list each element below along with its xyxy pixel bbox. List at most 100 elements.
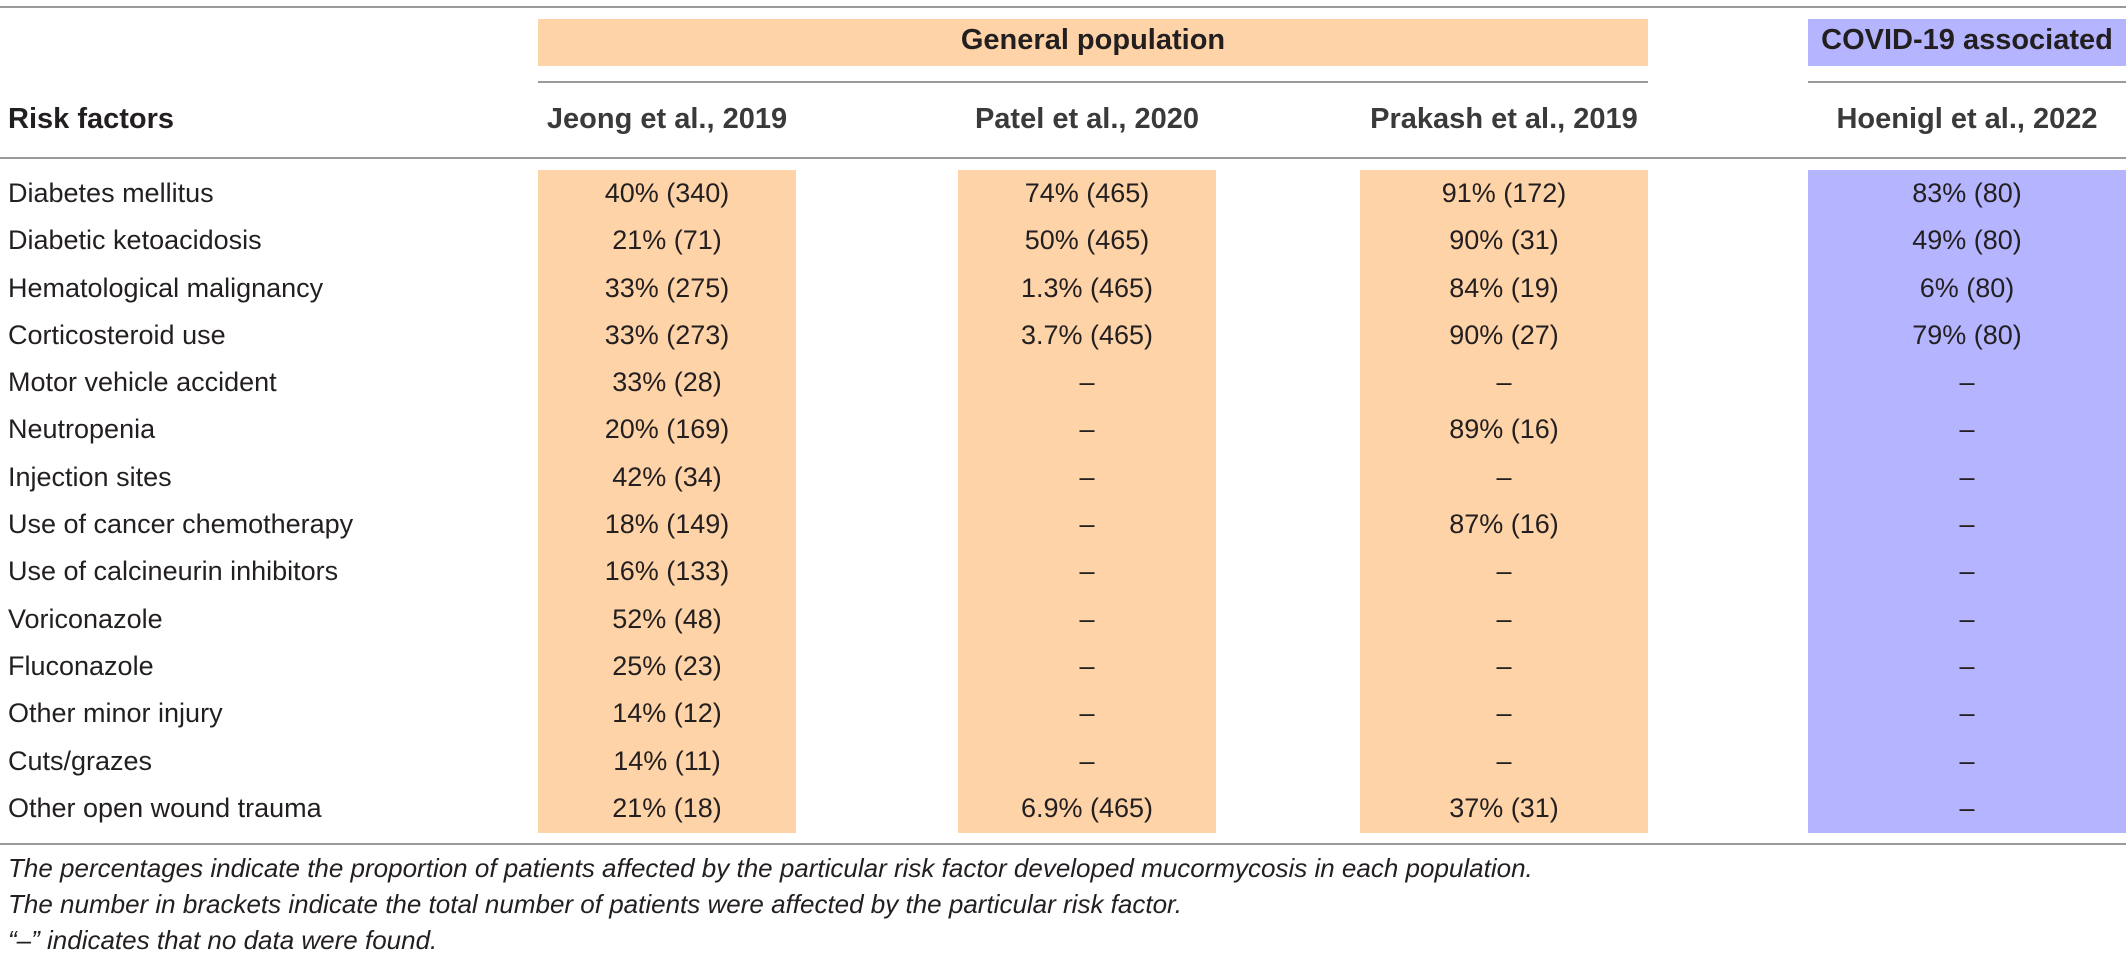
hoenigl-cell: – <box>1959 603 1975 634</box>
table-row: Voriconazole 52% (48) – – – <box>0 596 2126 643</box>
jeong-cell: 16% (133) <box>604 556 730 587</box>
hoenigl-cell: – <box>1959 367 1975 398</box>
general-group-shade <box>538 19 1648 66</box>
jeong-cell: 33% (28) <box>612 367 722 398</box>
table-row: Cuts/grazes 14% (11) – – – <box>0 738 2126 785</box>
risk-factor-cell: Hematological malignancy <box>8 272 324 303</box>
hoenigl-column-shade <box>1808 170 2126 833</box>
prakash-column-shade <box>1360 170 1648 833</box>
prakash-cell: – <box>1496 556 1512 587</box>
covid-group-rule <box>1808 81 2126 83</box>
hoenigl-cell: – <box>1959 698 1975 729</box>
general-population-heading: General population <box>960 24 1226 56</box>
prakash-cell: 87% (16) <box>1449 509 1559 540</box>
prakash-header: Prakash et al., 2019 <box>1370 103 1638 135</box>
patel-cell: 3.7% (465) <box>1020 319 1154 350</box>
risk-factor-cell: Corticosteroid use <box>8 319 226 350</box>
prakash-cell: – <box>1496 603 1512 634</box>
risk-factor-cell: Other open wound trauma <box>8 792 322 823</box>
risk-factor-cell: Other minor injury <box>8 698 223 729</box>
table-row: Diabetes mellitus 40% (340) 74% (465) 91… <box>0 170 2126 217</box>
hoenigl-cell: – <box>1959 414 1975 445</box>
hoenigl-cell: 83% (80) <box>1912 178 2022 208</box>
prakash-cell: 84% (19) <box>1449 272 1559 303</box>
hoenigl-cell: – <box>1959 792 1975 823</box>
hoenigl-cell: – <box>1959 461 1975 492</box>
patel-cell: – <box>1079 414 1095 445</box>
hoenigl-cell: 6% (80) <box>1919 272 2015 303</box>
table-row: Fluconazole 25% (23) – – – <box>0 643 2126 690</box>
top-rule <box>0 6 2126 8</box>
jeong-cell: 42% (34) <box>612 461 722 492</box>
table-body: Diabetes mellitus 40% (340) 74% (465) 91… <box>0 170 2126 832</box>
risk-factor-cell: Diabetic ketoacidosis <box>8 225 262 256</box>
covid-associated-heading: COVID-19 associated <box>1821 24 2113 56</box>
table-row: Other minor injury 14% (12) – – – <box>0 690 2126 737</box>
jeong-column-shade <box>538 170 796 833</box>
hoenigl-cell: – <box>1959 556 1975 587</box>
patel-cell: 6.9% (465) <box>1020 792 1154 823</box>
prakash-cell: – <box>1496 461 1512 492</box>
jeong-cell: 14% (12) <box>612 698 722 729</box>
jeong-cell: 21% (71) <box>612 225 722 256</box>
bottom-rule <box>0 843 2126 845</box>
table-row: Motor vehicle accident 33% (28) – – – <box>0 359 2126 406</box>
prakash-cell: – <box>1496 745 1512 776</box>
prakash-cell: 37% (31) <box>1449 792 1559 823</box>
jeong-cell: 33% (275) <box>604 272 730 303</box>
table-footnotes: The percentages indicate the proportion … <box>8 850 1533 958</box>
prakash-cell: 90% (31) <box>1449 225 1559 256</box>
footnote-percentages: The percentages indicate the proportion … <box>8 853 1533 883</box>
patel-header: Patel et al., 2020 <box>974 103 1200 135</box>
patel-cell: – <box>1079 603 1095 634</box>
risk-factor-cell: Cuts/grazes <box>8 745 153 776</box>
prakash-cell: – <box>1496 367 1512 398</box>
prakash-cell: 91% (172) <box>1441 178 1567 208</box>
prakash-cell: 89% (16) <box>1449 414 1559 445</box>
patel-cell: – <box>1079 698 1095 729</box>
risk-factor-cell: Diabetes mellitus <box>8 178 214 208</box>
risk-factor-cell: Injection sites <box>8 461 172 492</box>
jeong-cell: 14% (11) <box>613 745 721 776</box>
footnote-brackets: The number in brackets indicate the tota… <box>8 889 1182 919</box>
risk-factor-cell: Motor vehicle accident <box>8 367 277 398</box>
table-row: Use of calcineurin inhibitors 16% (133) … <box>0 548 2126 595</box>
footnote-no-data: “–” indicates that no data were found. <box>8 925 438 955</box>
jeong-cell: 21% (18) <box>612 792 722 823</box>
jeong-cell: 20% (169) <box>604 414 730 445</box>
table-row: Use of cancer chemotherapy 18% (149) – 8… <box>0 501 2126 548</box>
prakash-cell: – <box>1496 698 1512 729</box>
jeong-header: Jeong et al., 2019 <box>546 103 788 135</box>
prakash-cell: 90% (27) <box>1449 319 1559 350</box>
table-row: Injection sites 42% (34) – – – <box>0 454 2126 501</box>
prakash-cell: – <box>1496 650 1512 681</box>
hoenigl-header: Hoenigl et al., 2022 <box>1836 103 2098 135</box>
patel-cell: – <box>1079 556 1095 587</box>
patel-cell: – <box>1079 367 1095 398</box>
hoenigl-cell: 49% (80) <box>1912 225 2022 256</box>
table-row: Corticosteroid use 33% (273) 3.7% (465) … <box>0 312 2126 359</box>
covid-group-shade <box>1808 19 2126 66</box>
header-rule <box>0 157 2126 159</box>
patel-cell: – <box>1079 509 1095 540</box>
general-group-rule <box>538 81 1648 83</box>
jeong-cell: 25% (23) <box>612 650 722 681</box>
hoenigl-cell: – <box>1959 745 1975 776</box>
risk-factor-cell: Neutropenia <box>8 414 156 445</box>
patel-cell: 50% (465) <box>1024 225 1150 256</box>
jeong-cell: 52% (48) <box>612 603 722 634</box>
patel-cell: 1.3% (465) <box>1020 272 1154 303</box>
jeong-cell: 40% (340) <box>604 178 730 208</box>
hoenigl-cell: 79% (80) <box>1912 319 2022 350</box>
risk-factor-cell: Use of cancer chemotherapy <box>8 509 354 540</box>
jeong-cell: 18% (149) <box>604 509 730 540</box>
hoenigl-cell: – <box>1959 650 1975 681</box>
patel-cell: – <box>1079 650 1095 681</box>
risk-factor-cell: Use of calcineurin inhibitors <box>8 556 339 587</box>
patel-cell: – <box>1079 461 1095 492</box>
hoenigl-cell: – <box>1959 509 1975 540</box>
table-row: Hematological malignancy 33% (275) 1.3% … <box>0 265 2126 312</box>
risk-factor-cell: Fluconazole <box>8 650 154 681</box>
risk-factors-header: Risk factors <box>8 103 175 135</box>
patel-column-shade <box>958 170 1216 833</box>
